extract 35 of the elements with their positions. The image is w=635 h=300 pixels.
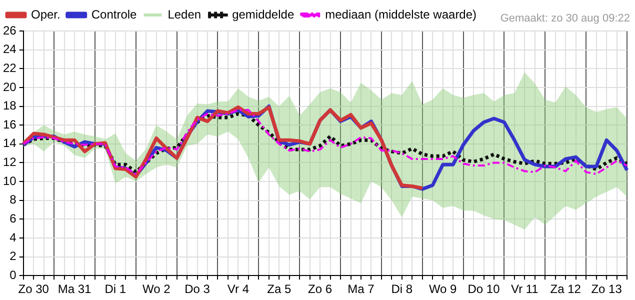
y-tick-label: 4 [10, 230, 17, 244]
x-tick-label: Zo 6 [308, 282, 332, 296]
y-tick-label: 6 [10, 211, 17, 226]
x-tick-label: Zo 13 [591, 282, 622, 296]
legend-label: gemiddelde [232, 7, 294, 22]
legend-label: Controle [91, 7, 138, 22]
y-tick-label: 16 [2, 117, 17, 132]
x-tick-label: Di 8 [391, 282, 413, 296]
x-tick-label: Vr 11 [511, 282, 539, 296]
x-tick-label: Di 1 [104, 282, 126, 296]
y-tick-label: 2 [10, 249, 17, 264]
x-tick-label: Ma 7 [348, 282, 375, 296]
y-tick-label: 24 [2, 42, 17, 56]
y-tick-label: 22 [2, 60, 17, 75]
y-tick-label: 18 [2, 98, 17, 113]
y-tick-label: 12 [2, 155, 17, 170]
legend-label: Oper. [31, 7, 60, 22]
y-tick-label: 8 [10, 192, 17, 207]
x-tick-label: Wo 2 [142, 282, 171, 296]
x-tick-label: Zo 30 [18, 282, 50, 296]
y-tick-label: 0 [10, 268, 17, 282]
x-tick-label: Vr 4 [227, 282, 250, 296]
y-tick-label: 20 [2, 80, 17, 94]
y-tick-label: 26 [2, 23, 17, 38]
x-tick-label: Wo 9 [428, 282, 458, 296]
legend-label: Leden [168, 7, 202, 22]
x-tick-label: Za 12 [550, 282, 582, 296]
x-tick-label: Do 10 [468, 282, 500, 296]
text: Gemaakt: zo 30 aug 09:22 [500, 12, 630, 25]
x-tick-label: Ma 31 [58, 282, 92, 296]
y-tick-label: 14 [2, 136, 17, 150]
legend-label: mediaan (middelste waarde) [325, 7, 477, 22]
x-tick-label: Do 3 [184, 282, 210, 296]
y-tick-label: 10 [2, 174, 17, 188]
x-tick-label: Za 5 [267, 282, 292, 296]
